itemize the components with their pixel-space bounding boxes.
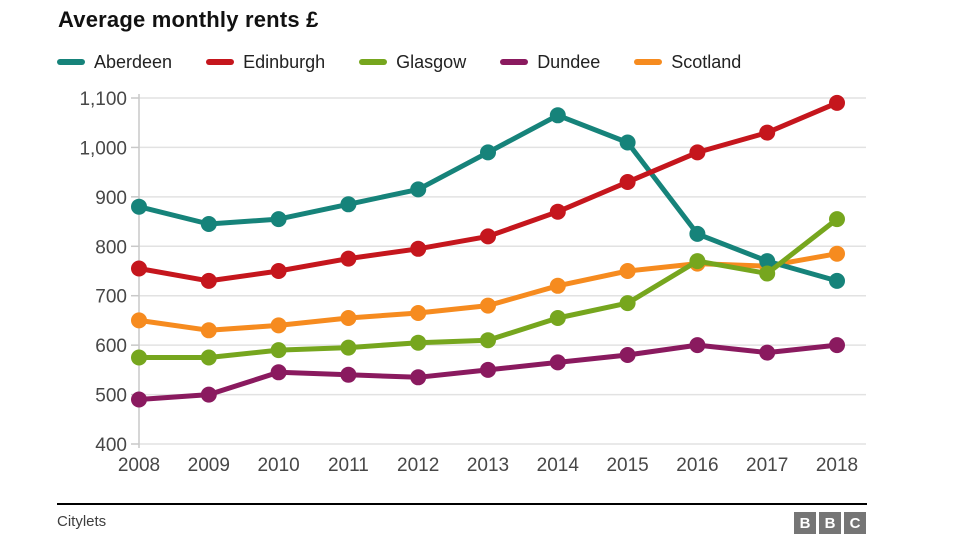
data-point-aberdeen-2008 — [131, 198, 147, 215]
legend-item-aberdeen: Aberdeen — [57, 51, 172, 73]
data-point-aberdeen-2017 — [759, 253, 776, 270]
legend-item-glasgow: Glasgow — [359, 51, 466, 73]
data-point-glasgow-2015 — [619, 295, 636, 312]
data-point-aberdeen-2013 — [480, 144, 496, 161]
x-axis-label: 2008 — [118, 455, 160, 476]
footer-divider — [57, 503, 867, 505]
x-axis-label: 2009 — [188, 455, 230, 476]
x-axis-label: 2010 — [257, 455, 299, 476]
y-axis-label: 400 — [95, 435, 127, 456]
data-point-scotland-2014 — [549, 277, 566, 294]
bbc-logo-letter: C — [844, 512, 866, 534]
data-point-aberdeen-2010 — [270, 211, 287, 228]
bbc-logo: B B C — [794, 512, 866, 534]
bbc-logo-letter: B — [819, 512, 841, 534]
data-point-edinburgh-2013 — [480, 228, 496, 245]
x-axis-label: 2014 — [537, 455, 580, 476]
x-axis-label: 2018 — [816, 455, 858, 476]
y-axis-label: 700 — [95, 287, 127, 308]
data-point-glasgow-2011 — [340, 339, 357, 356]
data-point-dundee-2015 — [619, 347, 636, 363]
bbc-logo-letter: B — [794, 512, 816, 534]
x-axis-label: 2011 — [328, 455, 369, 476]
data-point-glasgow-2013 — [480, 332, 496, 349]
data-point-aberdeen-2015 — [619, 134, 636, 151]
legend-label: Aberdeen — [94, 52, 173, 72]
data-point-aberdeen-2014 — [549, 107, 566, 124]
y-axis-label: 500 — [95, 386, 127, 407]
y-axis-label: 1,100 — [79, 89, 127, 110]
chart-title: Average monthly rents £ — [58, 7, 319, 32]
legend-swatch-icon — [57, 59, 85, 65]
data-point-edinburgh-2009 — [200, 272, 217, 289]
legend-swatch-icon — [359, 59, 388, 65]
data-point-dundee-2010 — [270, 364, 287, 381]
data-point-glasgow-2018 — [829, 211, 845, 228]
data-point-edinburgh-2018 — [829, 94, 845, 111]
data-point-aberdeen-2011 — [340, 196, 357, 213]
data-point-dundee-2013 — [480, 361, 496, 378]
data-point-scotland-2008 — [131, 312, 147, 329]
legend-label: Edinburgh — [243, 52, 326, 72]
data-point-edinburgh-2010 — [270, 263, 287, 279]
data-point-dundee-2018 — [829, 337, 845, 354]
data-point-scotland-2012 — [410, 305, 427, 321]
data-point-glasgow-2009 — [200, 349, 217, 366]
legend-swatch-icon — [206, 59, 235, 65]
data-point-dundee-2011 — [340, 366, 357, 383]
x-axis-label: 2012 — [397, 455, 439, 476]
x-axis-label: 2015 — [606, 455, 648, 476]
data-point-glasgow-2017 — [759, 265, 776, 282]
x-axis-label: 2016 — [676, 455, 718, 476]
series-line-edinburgh — [136, 100, 840, 284]
legend-swatch-icon — [634, 59, 663, 65]
y-axis-label: 1,000 — [79, 138, 127, 159]
data-point-aberdeen-2018 — [829, 272, 845, 289]
y-axis-label: 800 — [95, 237, 127, 258]
legend-item-edinburgh: Edinburgh — [206, 51, 325, 73]
data-point-dundee-2017 — [759, 344, 776, 361]
data-point-glasgow-2012 — [410, 334, 427, 351]
data-point-scotland-2015 — [619, 263, 636, 279]
data-point-edinburgh-2016 — [689, 144, 706, 161]
legend-label: Glasgow — [396, 52, 467, 72]
data-point-dundee-2009 — [200, 386, 217, 403]
data-point-edinburgh-2017 — [759, 124, 776, 141]
data-point-scotland-2011 — [340, 310, 357, 326]
data-point-scotland-2018 — [829, 245, 845, 262]
y-axis-label: 900 — [95, 188, 127, 209]
data-point-aberdeen-2016 — [689, 225, 706, 242]
data-point-glasgow-2016 — [689, 253, 706, 270]
data-point-dundee-2008 — [131, 391, 147, 408]
data-point-edinburgh-2012 — [410, 240, 427, 257]
x-axis-label: 2017 — [746, 455, 788, 476]
data-point-edinburgh-2008 — [131, 260, 147, 277]
data-point-aberdeen-2012 — [410, 181, 427, 198]
x-axis-label: 2013 — [467, 455, 509, 476]
data-point-dundee-2012 — [410, 369, 427, 386]
data-point-scotland-2013 — [480, 297, 496, 314]
data-point-glasgow-2010 — [270, 342, 287, 359]
data-point-edinburgh-2014 — [549, 203, 566, 220]
data-point-aberdeen-2009 — [200, 216, 217, 232]
data-point-edinburgh-2011 — [340, 250, 357, 267]
data-point-glasgow-2014 — [549, 310, 566, 326]
legend-label: Scotland — [671, 52, 742, 72]
legend-item-scotland: Scotland — [634, 51, 741, 73]
legend-label: Dundee — [537, 52, 601, 72]
legend-swatch-icon — [500, 59, 529, 65]
data-point-dundee-2014 — [549, 354, 566, 371]
data-point-scotland-2009 — [200, 322, 217, 339]
legend: Aberdeen Edinburgh Glasgow Dundee Scotland — [57, 51, 741, 73]
legend-item-dundee: Dundee — [500, 51, 600, 73]
data-point-scotland-2010 — [270, 317, 287, 334]
data-point-edinburgh-2015 — [619, 174, 636, 190]
y-axis-label: 600 — [95, 336, 127, 357]
data-point-glasgow-2008 — [131, 349, 147, 366]
source-label: Citylets — [57, 513, 107, 530]
data-point-dundee-2016 — [689, 337, 706, 354]
